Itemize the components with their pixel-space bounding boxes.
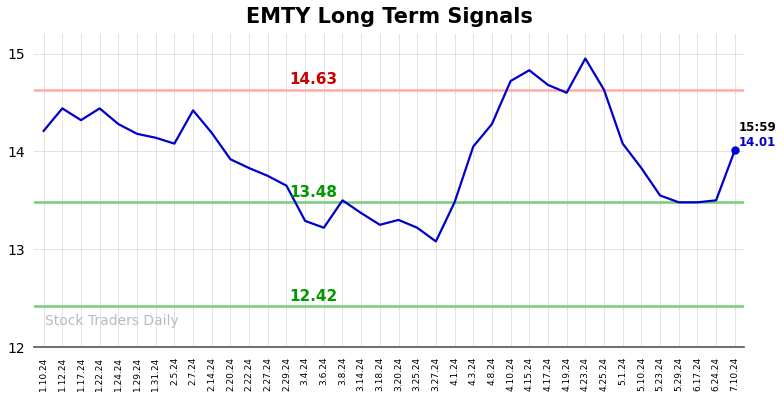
Text: 12.42: 12.42 bbox=[289, 289, 337, 304]
Title: EMTY Long Term Signals: EMTY Long Term Signals bbox=[245, 7, 532, 27]
Text: 15:59: 15:59 bbox=[739, 121, 776, 134]
Text: 13.48: 13.48 bbox=[289, 185, 337, 200]
Text: 14.01: 14.01 bbox=[739, 136, 775, 148]
Text: 14.63: 14.63 bbox=[289, 72, 337, 88]
Text: Stock Traders Daily: Stock Traders Daily bbox=[45, 314, 179, 328]
